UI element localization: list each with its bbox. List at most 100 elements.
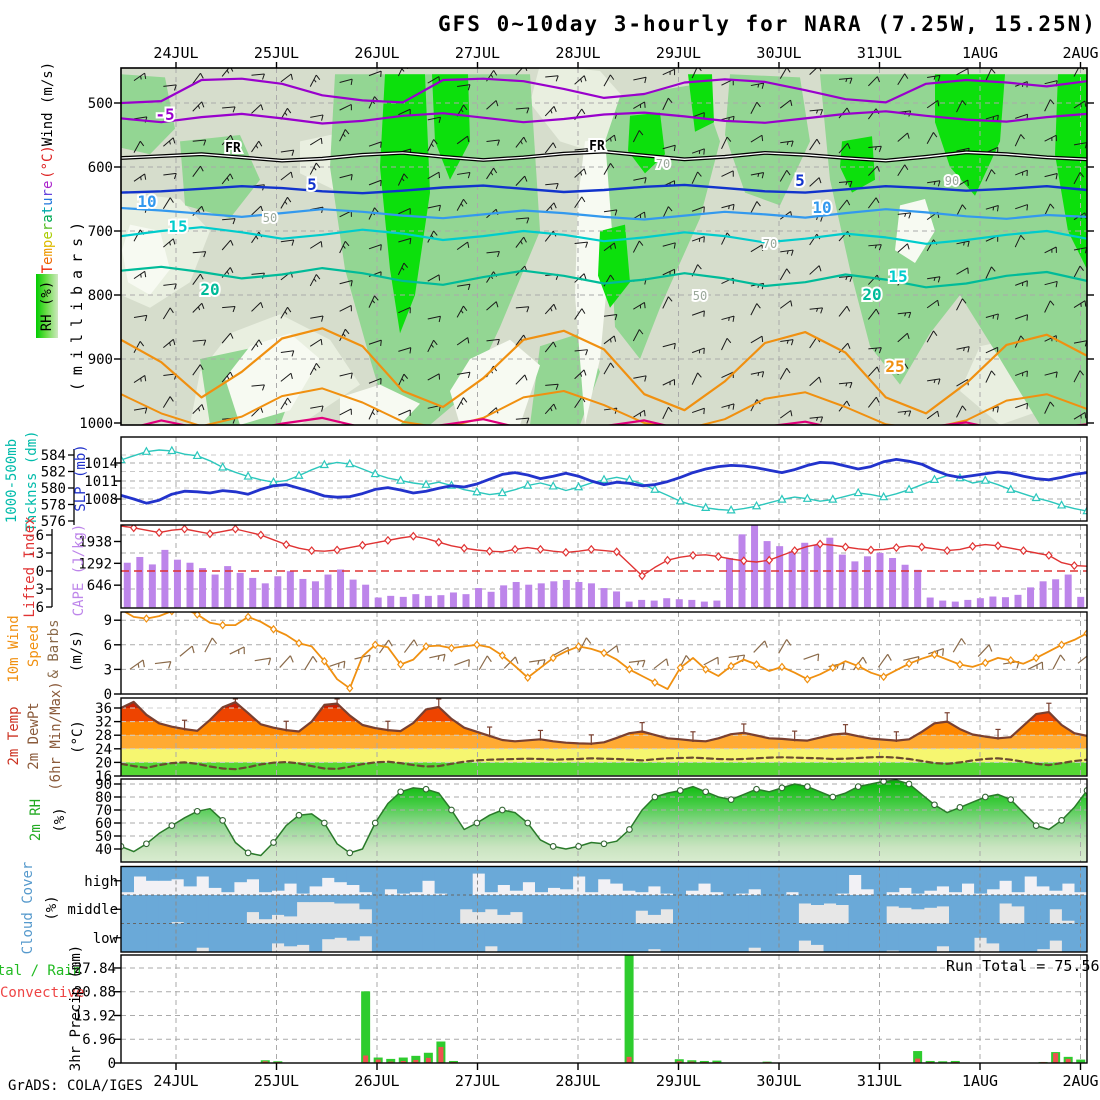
temperature-letter: p <box>40 239 56 249</box>
svg-text:28: 28 <box>95 728 112 744</box>
svg-text:500: 500 <box>88 96 113 112</box>
svg-text:700: 700 <box>88 224 113 240</box>
cape-bars <box>123 525 1085 608</box>
svg-text:600: 600 <box>88 160 113 176</box>
svg-text:900: 900 <box>88 352 113 368</box>
axis-title-ms: (m/s) <box>69 629 85 673</box>
panel-upper-air: -5 FR FR 5 5 10 10 15 15 20 20 25 70 50 70 50 90 500 600 70… <box>79 67 1094 432</box>
svg-text:-6: -6 <box>27 528 44 544</box>
axis-title-millibars: (millibars) <box>68 214 86 392</box>
svg-text:FR: FR <box>589 139 605 154</box>
panel-precip: 27.84 20.88 13.92 6.96 0 <box>74 954 1088 1072</box>
svg-text:1011: 1011 <box>84 474 118 490</box>
axis-title-thickness-1: 1000-500mb <box>4 438 20 524</box>
svg-text:24JUL: 24JUL <box>153 44 198 62</box>
svg-text:9: 9 <box>104 613 112 629</box>
svg-text:25: 25 <box>885 357 904 376</box>
svg-text:646: 646 <box>87 578 112 594</box>
svg-text:30JUL: 30JUL <box>756 1072 801 1090</box>
svg-text:70: 70 <box>763 237 777 251</box>
svg-text:3: 3 <box>104 662 112 678</box>
axis-title-cloud-pct: (%) <box>44 895 60 921</box>
svg-text:36: 36 <box>95 701 112 717</box>
svg-text:90: 90 <box>95 777 112 793</box>
svg-text:3: 3 <box>36 582 44 598</box>
cloud-row-low: low <box>92 931 118 947</box>
svg-text:10: 10 <box>812 198 831 217</box>
svg-text:1292: 1292 <box>78 556 112 572</box>
cloud-row-high <box>121 866 1088 895</box>
axis-title-minmax: (6hr Min/Max) <box>48 681 64 791</box>
svg-text:6: 6 <box>36 600 44 616</box>
svg-text:6.96: 6.96 <box>82 1032 116 1048</box>
rh-area <box>121 780 1087 862</box>
svg-text:15: 15 <box>888 267 907 286</box>
svg-text:80: 80 <box>95 790 112 806</box>
svg-text:576: 576 <box>41 514 66 530</box>
axis-title-cloud-cover: Cloud Cover <box>20 861 36 955</box>
wind-speed-line <box>121 612 1087 693</box>
svg-text:20: 20 <box>862 285 881 304</box>
svg-text:20.88: 20.88 <box>74 985 116 1001</box>
cloud-row-low <box>121 923 1088 952</box>
svg-text:28JUL: 28JUL <box>555 44 600 62</box>
lifted-index-line <box>121 525 1087 581</box>
run-total: Run Total = 75.56 <box>946 957 1100 975</box>
temperature-contours <box>121 77 1087 425</box>
svg-text:24JUL: 24JUL <box>153 1072 198 1090</box>
svg-text:70: 70 <box>95 803 112 819</box>
svg-text:1014: 1014 <box>84 456 118 472</box>
temp-line <box>121 698 1087 771</box>
axis-title-3hr-precip: 3hr Precip (mm) <box>68 944 84 1072</box>
svg-text:25JUL: 25JUL <box>254 1072 299 1090</box>
svg-text:10: 10 <box>137 192 156 211</box>
svg-text:0: 0 <box>104 687 112 703</box>
axis-title-cape: CAPE (J/kg) <box>71 523 87 617</box>
svg-text:1938: 1938 <box>78 534 112 550</box>
temperature-letter: u <box>40 197 56 206</box>
svg-text:24: 24 <box>95 742 112 758</box>
axis-title-rh: RH (%) <box>39 280 55 332</box>
svg-text:-3: -3 <box>27 546 44 562</box>
svg-text:70: 70 <box>656 157 670 171</box>
svg-text:16: 16 <box>95 769 112 785</box>
svg-text:578: 578 <box>41 498 66 514</box>
precip-legend-convective: Convective <box>0 985 85 1001</box>
axis-title-2m-rh: 2m RH <box>28 798 44 842</box>
axis-title-2m-temp: 2m Temp <box>6 706 22 766</box>
page-title: GFS 0~10day 3-hourly for NARA (7.25W, 15… <box>438 12 1097 36</box>
axis-title-rh-pct: (%) <box>52 807 68 833</box>
axis-title-2m-dewpt: 2m DewPt <box>26 702 42 770</box>
svg-text:1AUG: 1AUG <box>962 1072 998 1090</box>
svg-text:1008: 1008 <box>84 492 118 508</box>
panel-cloud-cover <box>114 865 1088 953</box>
svg-text:1000: 1000 <box>79 416 113 432</box>
svg-text:28JUL: 28JUL <box>555 1072 600 1090</box>
svg-text:5: 5 <box>795 171 805 190</box>
svg-text:26JUL: 26JUL <box>354 44 399 62</box>
svg-text:2AUG: 2AUG <box>1062 44 1098 62</box>
svg-text:0: 0 <box>36 564 44 580</box>
svg-text:6: 6 <box>104 638 112 654</box>
svg-text:32: 32 <box>95 715 112 731</box>
svg-text:15: 15 <box>168 217 187 236</box>
cloud-row-high: high <box>84 874 118 890</box>
temperature-letter: r <box>40 222 56 232</box>
cloud-row-middle <box>121 895 1088 924</box>
svg-text:1AUG: 1AUG <box>962 44 998 62</box>
svg-text:13.92: 13.92 <box>74 1008 116 1024</box>
svg-text:40: 40 <box>95 842 112 858</box>
svg-text:50: 50 <box>95 829 112 845</box>
panel-10m-wind: 9 6 3 0 <box>104 611 1088 703</box>
temperature-letter: e <box>40 180 56 190</box>
axis-title-10m-wind: 10m Wind <box>6 615 22 683</box>
axis-title-speed: Speed <box>26 624 42 668</box>
svg-text:29JUL: 29JUL <box>656 1072 701 1090</box>
axis-title-degc: (°C) <box>40 145 56 179</box>
axis-title-temperature: Temperature <box>40 181 56 274</box>
